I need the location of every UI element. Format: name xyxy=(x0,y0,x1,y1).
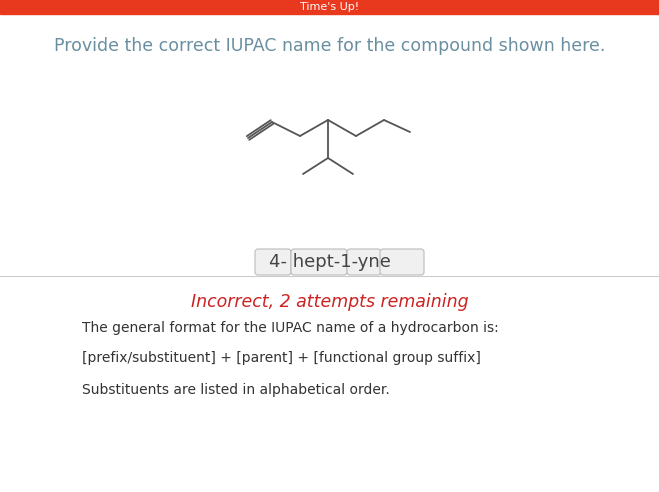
Text: The general format for the IUPAC name of a hydrocarbon is:: The general format for the IUPAC name of… xyxy=(82,321,499,335)
FancyBboxPatch shape xyxy=(255,249,291,275)
Text: Substituents are listed in alphabetical order.: Substituents are listed in alphabetical … xyxy=(82,383,389,397)
FancyBboxPatch shape xyxy=(380,249,424,275)
Text: [prefix/substituent] + [parent] + [functional group suffix]: [prefix/substituent] + [parent] + [funct… xyxy=(82,351,481,365)
Text: Time's Up!: Time's Up! xyxy=(300,2,359,12)
Text: Incorrect, 2 attempts remaining: Incorrect, 2 attempts remaining xyxy=(190,293,469,311)
Text: Provide the correct IUPAC name for the compound shown here.: Provide the correct IUPAC name for the c… xyxy=(54,37,605,55)
FancyBboxPatch shape xyxy=(291,249,347,275)
FancyBboxPatch shape xyxy=(347,249,381,275)
Text: 4- hept-1-yne: 4- hept-1-yne xyxy=(269,253,390,271)
Bar xyxy=(0,0,659,14)
